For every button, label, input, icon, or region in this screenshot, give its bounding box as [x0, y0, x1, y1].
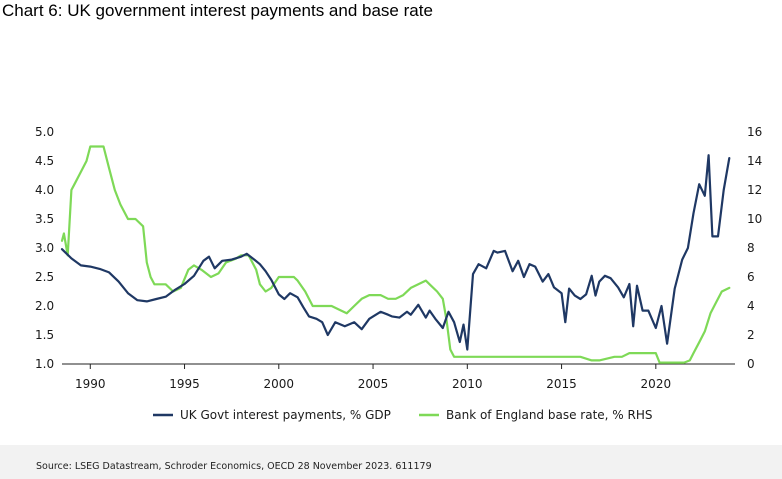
y-right-tick-label: 6 — [747, 270, 755, 284]
x-tick-label: 2020 — [641, 377, 672, 391]
y-right-tick-label: 8 — [747, 241, 755, 255]
x-tick-label: 2000 — [264, 377, 295, 391]
y-left-tick-label: 4.0 — [35, 183, 54, 197]
x-tick-label: 1990 — [75, 377, 106, 391]
source-strip — [0, 445, 782, 479]
y-right-tick-label: 2 — [747, 328, 755, 342]
y-left-tick-label: 1.0 — [35, 357, 54, 371]
series-line-base-rate — [60, 145, 731, 364]
series-line-interest-payments — [60, 154, 731, 351]
y-left-tick-label: 5.0 — [35, 125, 54, 139]
y-right-tick-label: 4 — [747, 299, 755, 313]
y-right-tick-label: 10 — [747, 212, 762, 226]
y-right-tick-label: 14 — [747, 154, 762, 168]
legend-label: Bank of England base rate, % RHS — [446, 408, 652, 422]
y-left-tick-label: 4.5 — [35, 154, 54, 168]
legend-label: UK Govt interest payments, % GDP — [180, 408, 391, 422]
y-right-tick-label: 12 — [747, 183, 762, 197]
x-tick-label: 2005 — [358, 377, 389, 391]
chart: 1990 1995 2000 2005 2010 2015 2020 1.01.52.02.… — [35, 125, 762, 422]
y-left-tick-label: 2.0 — [35, 299, 54, 313]
series-layer — [60, 145, 731, 364]
source-note: Source: LSEG Datastream, Schroder Econom… — [36, 461, 432, 472]
y-right-tick-label: 0 — [747, 357, 755, 371]
y-left-tick-label: 2.5 — [35, 270, 54, 284]
y-axis-right: 0 2 4 6 8 10 12 14 16 — [747, 125, 762, 371]
x-tick-label: 2010 — [452, 377, 483, 391]
x-tick-labels: 1990 1995 2000 2005 2010 2015 2020 — [75, 364, 671, 391]
y-left-tick-label: 3.5 — [35, 212, 54, 226]
y-axis-left: 1.0 1.5 2.0 2.5 3.0 3.5 4.0 4.5 5.0 — [35, 125, 54, 371]
chart-title: Chart 6: UK government interest payments… — [2, 1, 433, 20]
legend: UK Govt interest payments, % GDP Bank of … — [153, 408, 652, 422]
y-left-tick-label: 3.0 — [35, 241, 54, 255]
y-right-tick-label: 16 — [747, 125, 762, 139]
y-left-tick-label: 1.5 — [35, 328, 54, 342]
x-tick-label: 1995 — [169, 377, 200, 391]
x-tick-label: 2015 — [546, 377, 577, 391]
x-axis: 1990 1995 2000 2005 2010 2015 2020 — [62, 363, 735, 391]
